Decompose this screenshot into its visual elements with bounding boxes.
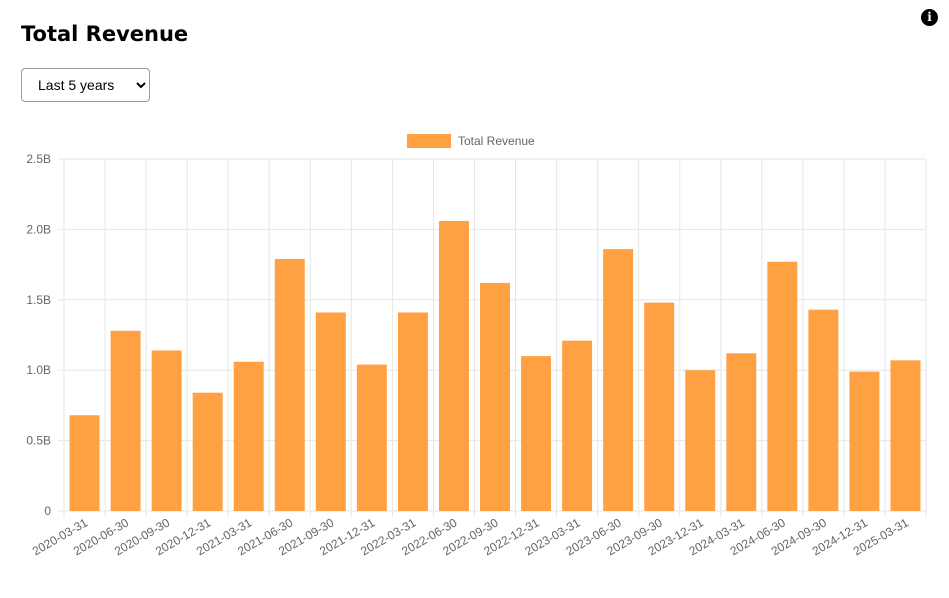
bar (849, 371, 880, 511)
bar (356, 364, 387, 511)
bar (274, 258, 305, 511)
bar (890, 360, 921, 511)
bar (151, 350, 182, 511)
y-tick-label: 0 (44, 504, 51, 518)
bar (685, 370, 716, 511)
bar (233, 361, 264, 511)
legend-label: Total Revenue (458, 134, 535, 148)
bar (480, 282, 510, 511)
time-range-select[interactable]: Last 5 years (21, 68, 150, 102)
bar (397, 312, 428, 511)
bar (69, 415, 100, 511)
bar (808, 309, 839, 511)
page-title: Total Revenue (21, 22, 189, 46)
y-tick-label: 2.0B (26, 222, 51, 236)
bar (603, 249, 634, 511)
bar (110, 330, 141, 511)
info-icon[interactable]: i (921, 9, 938, 26)
bar (315, 312, 346, 511)
y-tick-label: 1.0B (26, 363, 51, 377)
y-tick-label: 1.5B (26, 293, 51, 307)
y-tick-label: 2.5B (26, 152, 51, 166)
bar (521, 356, 552, 511)
bar (438, 220, 469, 511)
bar (644, 302, 675, 511)
legend-swatch (407, 134, 451, 148)
bar (767, 261, 798, 511)
chart-bars (69, 220, 921, 511)
chart-legend[interactable]: Total Revenue (407, 134, 535, 148)
bar (726, 353, 757, 511)
y-tick-label: 0.5B (26, 434, 51, 448)
bar (192, 392, 223, 511)
bar (562, 340, 593, 511)
